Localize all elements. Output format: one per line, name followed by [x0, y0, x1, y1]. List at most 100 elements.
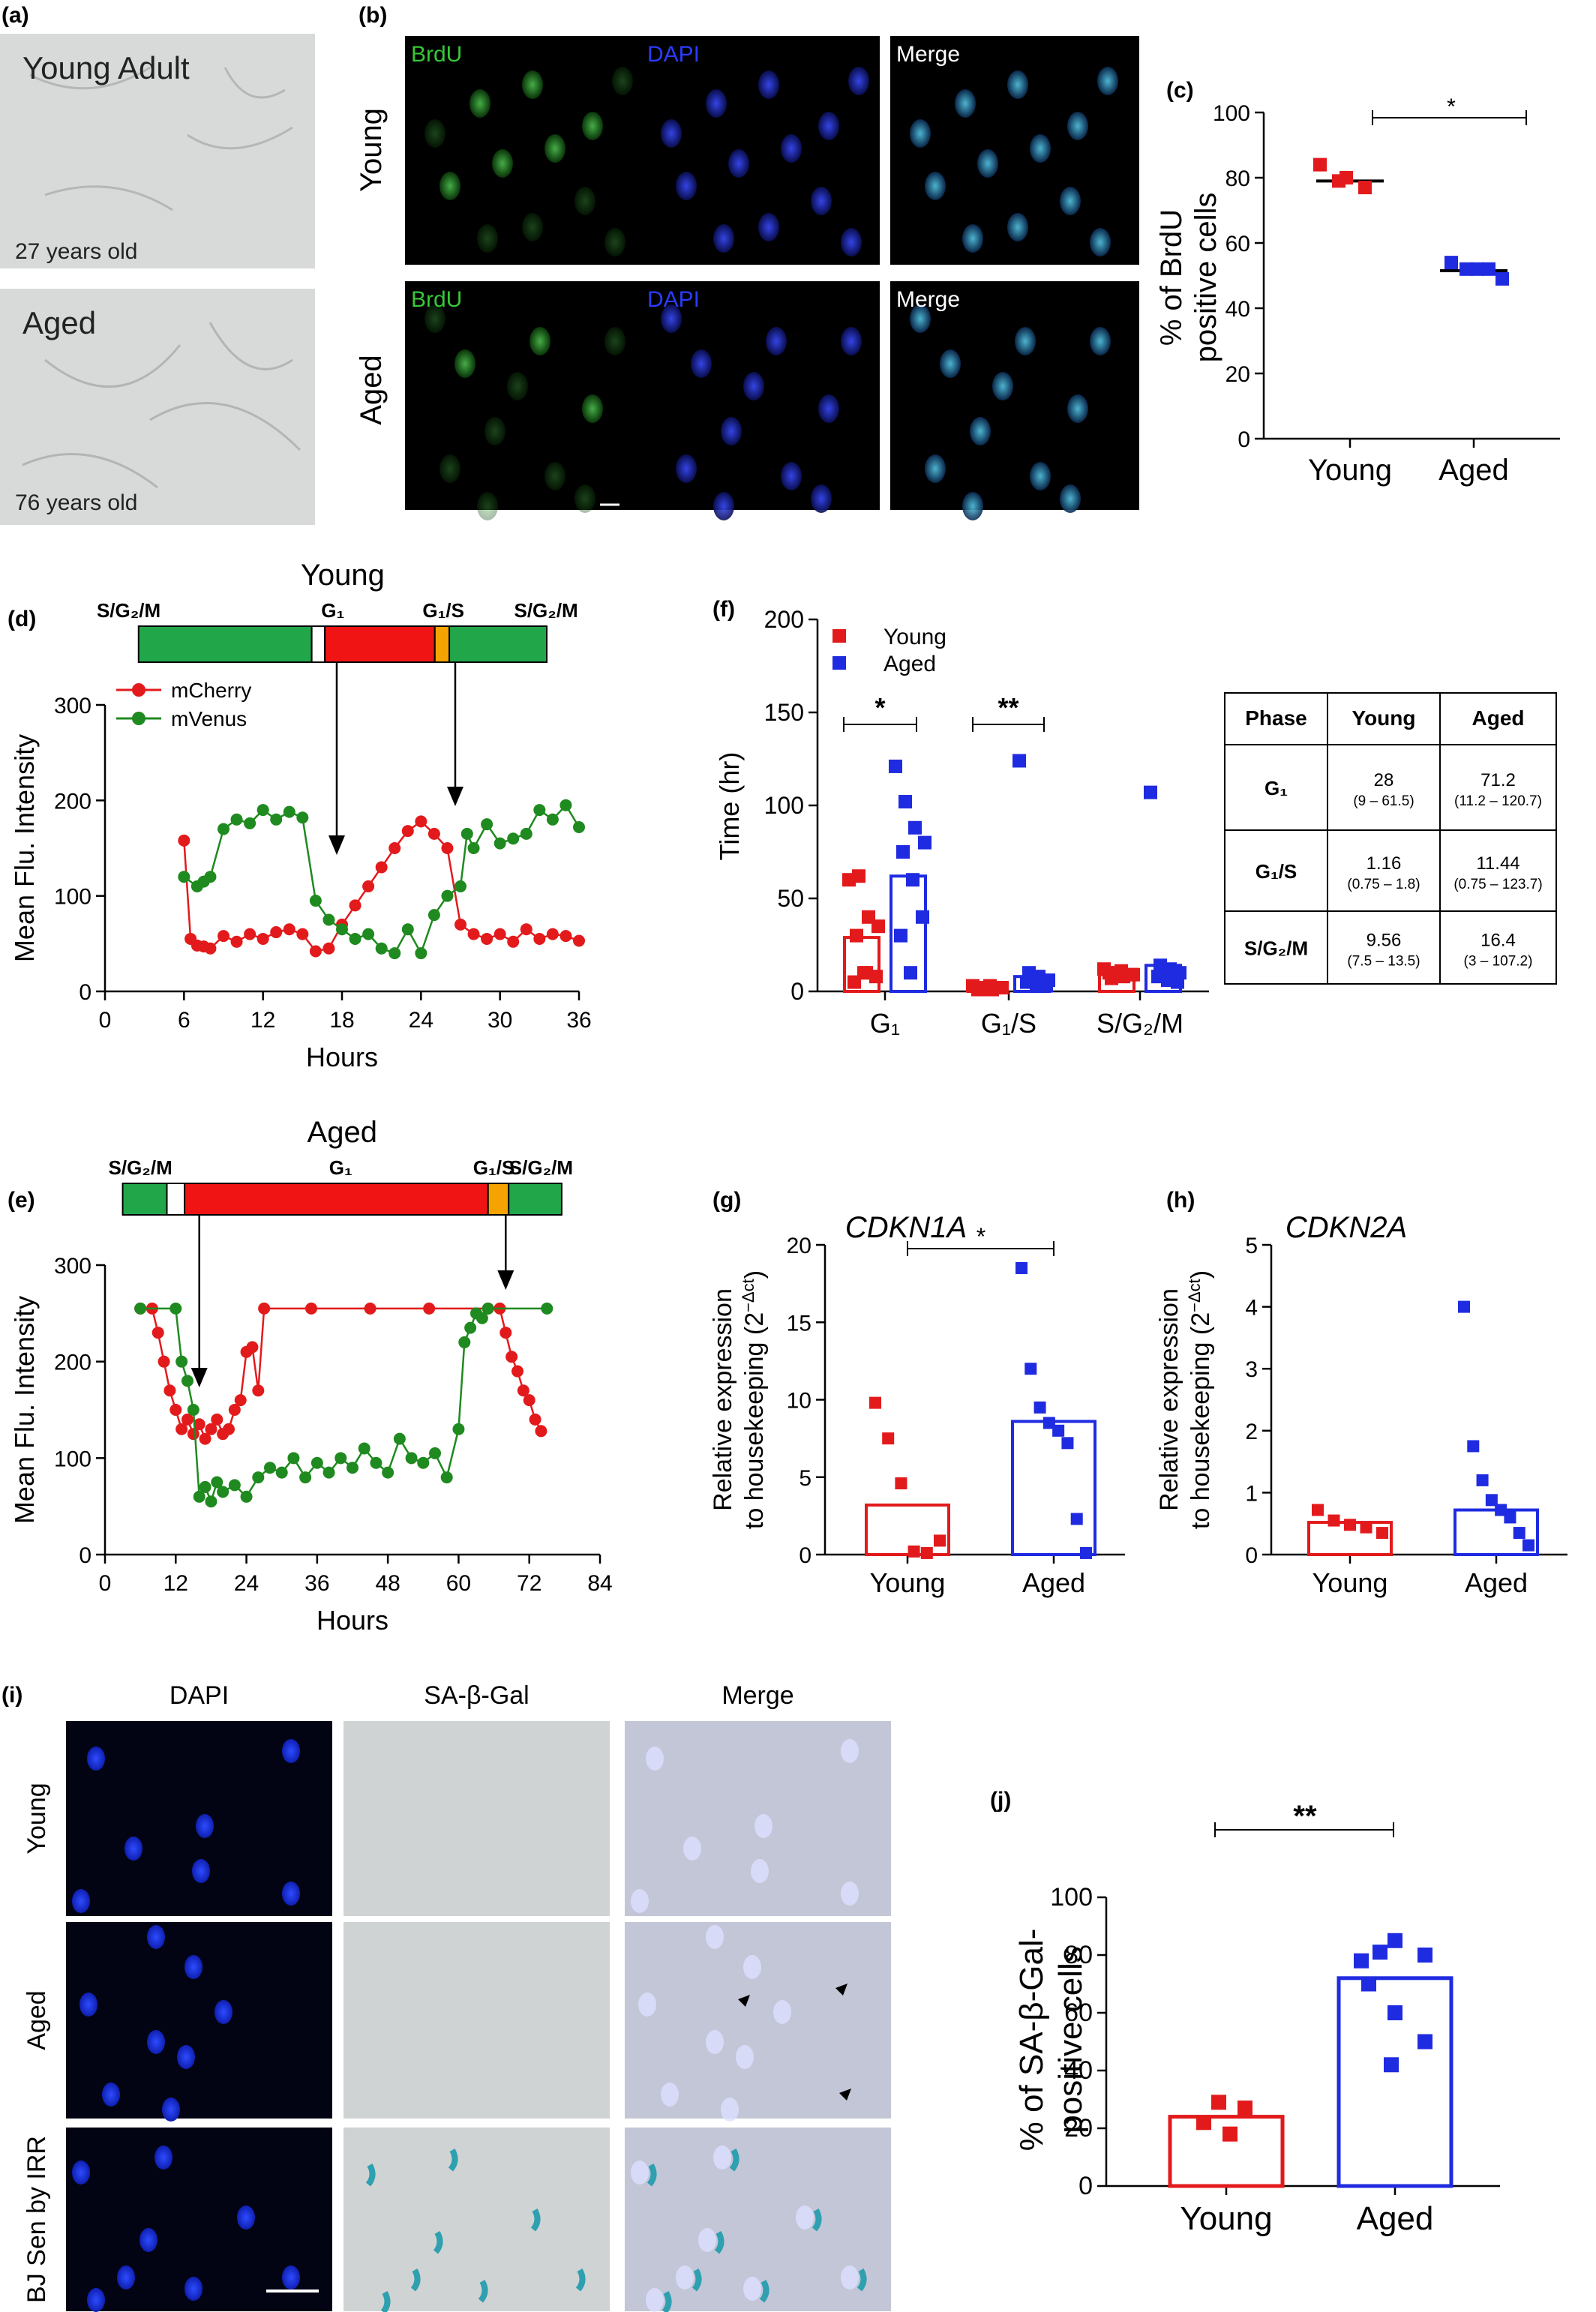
- d-mvenus-point: [467, 842, 480, 854]
- g-point-aged: [1034, 1401, 1046, 1414]
- c-y-label-line: % of BrdU: [1155, 209, 1188, 346]
- c-point-aged: [1444, 256, 1458, 270]
- nucleus: [72, 1889, 90, 1913]
- f-y-tick-label: 50: [777, 885, 804, 912]
- nucleus: [925, 172, 946, 200]
- e-phase-label: S/G₂/M: [509, 1156, 573, 1179]
- d-legend-label: mCherry: [171, 679, 251, 702]
- f-y-tick-label: 100: [764, 792, 804, 819]
- j-point-aged: [1418, 2034, 1432, 2050]
- h-y-label: Relative expression to housekeeping (2−Δc…: [1155, 1270, 1215, 1529]
- j-y-tick-label: 40: [1064, 2056, 1093, 2085]
- table-range: (3 – 107.2): [1464, 954, 1533, 970]
- e-mcherry-point: [182, 1413, 194, 1426]
- g-y-tick-label: 10: [787, 1389, 812, 1414]
- d-mcherry-point: [322, 942, 335, 955]
- nucleus: [72, 2161, 90, 2185]
- sa-beta-gal-stain: [729, 2149, 740, 2172]
- e-mvenus-point: [358, 1442, 370, 1455]
- g-point-young: [882, 1432, 895, 1445]
- nucleus: [454, 349, 476, 378]
- table-value: 9.56: [1366, 931, 1402, 951]
- nucleus: [80, 1993, 98, 2017]
- panel-letter-j: (j): [990, 1788, 1011, 1813]
- j-point-young: [1222, 2126, 1238, 2142]
- g-point-aged: [1061, 1437, 1074, 1450]
- nucleus: [811, 484, 832, 513]
- panel-letter-b: (b): [358, 3, 387, 28]
- f-point-aged: [898, 795, 912, 809]
- e-mcherry-point: [423, 1302, 436, 1315]
- e-mvenus-point: [187, 1404, 200, 1416]
- nucleus: [484, 417, 506, 445]
- nucleus: [492, 149, 513, 178]
- nucleus: [87, 1747, 105, 1771]
- nucleus: [147, 1925, 165, 1949]
- d-phase-label: S/G₂/M: [97, 599, 160, 622]
- e-mcherry-point: [246, 1341, 259, 1354]
- d-mvenus-point: [573, 820, 585, 833]
- c-y-label-line: positive cells: [1190, 193, 1222, 363]
- f-point-young: [1124, 967, 1138, 982]
- e-mcherry-point: [500, 1327, 512, 1339]
- chart-j-sa-beta-gal: 0 20 40 60 80 100 Young Aged ** % of SA-β-Gal-pos…: [1013, 1800, 1500, 2237]
- d-mcherry-point: [441, 842, 454, 854]
- d-y-tick-label: 0: [79, 980, 92, 1005]
- f-legend-label: Young: [884, 625, 946, 649]
- channel-label: DAPI: [647, 42, 700, 67]
- d-x-tick-label: 24: [409, 1008, 434, 1033]
- nucleus: [507, 372, 528, 400]
- nucleus: [758, 70, 779, 99]
- f-y-tick-label: 0: [790, 978, 804, 1005]
- f-x-label: G₁/S: [981, 1008, 1036, 1039]
- channel-label: Merge: [896, 287, 960, 312]
- panel-letter-i: (i): [2, 1683, 22, 1708]
- e-mvenus-point: [182, 1375, 194, 1387]
- g-significance: *: [976, 1223, 986, 1250]
- nucleus: [758, 213, 779, 241]
- e-mvenus-point: [176, 1355, 188, 1368]
- f-x-label: S/G₂/M: [1096, 1008, 1184, 1039]
- j-bar-young: [1168, 2115, 1285, 2188]
- d-mvenus-point: [481, 818, 494, 831]
- sa-beta-gal-stain: [575, 2269, 586, 2292]
- nucleus: [477, 224, 498, 253]
- channel-label: Merge: [896, 42, 960, 67]
- d-mcherry-point: [560, 930, 572, 943]
- e-mcherry-point: [529, 1413, 542, 1426]
- nucleus: [1060, 187, 1081, 215]
- panel-letter-d: (d): [8, 607, 36, 631]
- table-value: 11.44: [1476, 853, 1520, 874]
- d-mcherry-point: [270, 926, 283, 939]
- j-bar-aged: [1336, 1976, 1454, 2188]
- nucleus: [940, 349, 961, 378]
- h-y-tick-label: 0: [1245, 1543, 1258, 1568]
- e-mcherry-point: [223, 1423, 235, 1435]
- j-point-aged: [1388, 1933, 1402, 1948]
- f-point-aged: [894, 928, 908, 943]
- d-mvenus-point: [283, 805, 296, 818]
- table-range: (11.2 – 120.7): [1454, 793, 1542, 809]
- e-mcherry-point: [193, 1418, 206, 1431]
- g-y-tick-label: 20: [787, 1234, 812, 1258]
- e-mcherry-point: [187, 1428, 200, 1441]
- g-y-tick-label: 5: [799, 1466, 812, 1491]
- j-x-label: Aged: [1357, 2200, 1434, 2237]
- f-point-young: [993, 981, 1006, 995]
- nucleus: [706, 2030, 724, 2054]
- i-column-label: DAPI: [170, 1681, 229, 1710]
- e-y-tick-label: 200: [54, 1351, 92, 1375]
- h-y-label-sup: −Δct: [1185, 1279, 1204, 1312]
- e-mvenus-point: [134, 1302, 147, 1315]
- nucleus: [766, 327, 787, 355]
- e-mvenus-point: [464, 1321, 477, 1334]
- nucleus: [713, 492, 734, 520]
- d-mvenus-point: [428, 909, 440, 922]
- nucleus: [582, 112, 603, 140]
- e-x-tick-label: 72: [517, 1571, 542, 1596]
- panel-letter-h: (h): [1166, 1188, 1195, 1213]
- h-point-aged: [1467, 1440, 1480, 1453]
- j-y-tick-label: 100: [1050, 1883, 1093, 1912]
- e-mvenus-point: [382, 1466, 394, 1479]
- g-y-tick-label: 15: [787, 1311, 812, 1336]
